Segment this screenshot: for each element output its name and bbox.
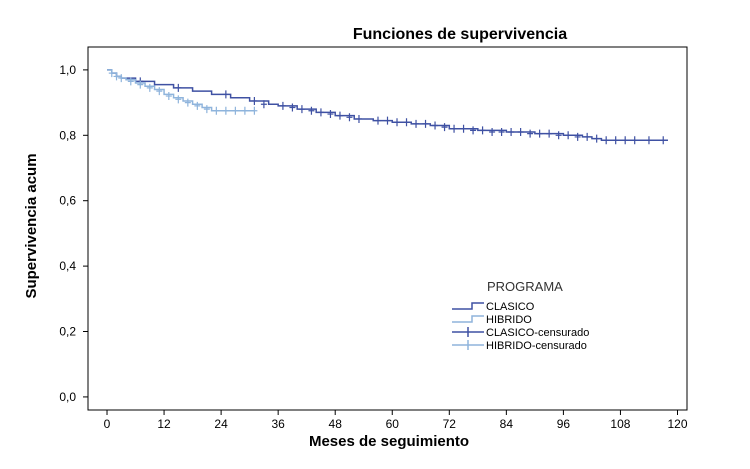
x-tick-label: 72 bbox=[443, 417, 457, 431]
censor-mark-clasico bbox=[498, 128, 505, 137]
censor-mark-clasico bbox=[622, 136, 629, 145]
censor-mark-clasico bbox=[536, 129, 543, 138]
x-tick-label: 36 bbox=[271, 417, 285, 431]
x-tick-label: 108 bbox=[610, 417, 630, 431]
censor-mark-clasico bbox=[574, 132, 581, 141]
censor-mark-clasico bbox=[441, 123, 448, 132]
censor-mark-clasico bbox=[175, 83, 182, 92]
censor-mark-hibrido bbox=[146, 83, 153, 92]
censor-mark-hibrido bbox=[137, 80, 144, 89]
censor-mark-clasico bbox=[660, 136, 667, 145]
x-tick-label: 24 bbox=[214, 417, 228, 431]
censor-mark-hibrido bbox=[127, 77, 134, 86]
legend-step-symbol bbox=[452, 302, 484, 310]
censor-mark-hibrido bbox=[156, 87, 163, 96]
y-tick-label: 0,6 bbox=[59, 194, 76, 208]
censor-mark-clasico bbox=[470, 126, 477, 135]
censor-mark-hibrido bbox=[251, 106, 258, 115]
censor-mark-clasico bbox=[260, 100, 267, 109]
y-tick-label: 0,2 bbox=[59, 325, 76, 339]
censor-mark-clasico bbox=[631, 136, 638, 145]
censor-mark-hibrido bbox=[108, 69, 115, 78]
censor-mark-clasico bbox=[298, 105, 305, 114]
censor-mark-clasico bbox=[355, 114, 362, 123]
censor-mark-clasico bbox=[546, 129, 553, 138]
censor-mark-clasico bbox=[289, 103, 296, 112]
y-tick-label: 1,0 bbox=[59, 63, 76, 77]
x-tick-label: 96 bbox=[557, 417, 571, 431]
y-axis-label: Supervivencia acum bbox=[23, 153, 40, 298]
censor-mark-clasico bbox=[336, 111, 343, 120]
censor-mark-clasico bbox=[460, 124, 467, 133]
censor-mark-clasico bbox=[403, 118, 410, 127]
censor-mark-clasico bbox=[346, 113, 353, 122]
censor-mark-clasico bbox=[251, 96, 258, 105]
y-tick-label: 0,4 bbox=[59, 259, 76, 273]
censor-mark-clasico bbox=[422, 119, 429, 128]
censor-mark-hibrido bbox=[203, 105, 210, 114]
censor-mark-clasico bbox=[308, 106, 315, 115]
survival-curve-clasico bbox=[107, 69, 668, 141]
x-tick-label: 0 bbox=[104, 417, 111, 431]
x-axis-label: Meses de seguimiento bbox=[309, 433, 469, 450]
legend-step-symbol bbox=[452, 315, 484, 323]
censor-mark-hibrido bbox=[241, 106, 248, 115]
censor-mark-clasico bbox=[432, 121, 439, 130]
y-tick-label: 0,8 bbox=[59, 128, 76, 142]
censor-mark-clasico bbox=[555, 131, 562, 140]
censor-mark-clasico bbox=[612, 136, 619, 145]
censor-mark-clasico bbox=[489, 128, 496, 137]
censor-mark-clasico bbox=[374, 116, 381, 125]
plot-frame bbox=[87, 46, 688, 411]
censor-mark-clasico bbox=[317, 108, 324, 117]
censor-mark-clasico bbox=[527, 129, 534, 138]
legend-entry-label: CLASICO-censurado bbox=[486, 327, 589, 339]
y-tick-label: 0,0 bbox=[59, 390, 76, 404]
censor-mark-hibrido bbox=[184, 98, 191, 107]
x-tick-label: 12 bbox=[157, 417, 171, 431]
censor-mark-clasico bbox=[603, 136, 610, 145]
legend-entry-label: HIBRIDO-censurado bbox=[486, 340, 587, 352]
censor-mark-clasico bbox=[479, 126, 486, 135]
x-tick-label: 48 bbox=[329, 417, 343, 431]
x-axis: 0 12 24 36 48 60 72 84 96 108 120 bbox=[104, 410, 688, 431]
series-layer bbox=[107, 69, 668, 145]
legend-entry-label: CLASICO bbox=[486, 301, 535, 313]
censor-mark-hibrido bbox=[213, 106, 220, 115]
censor-mark-clasico bbox=[279, 101, 286, 110]
censor-mark-clasico bbox=[508, 128, 515, 137]
censor-mark-clasico bbox=[565, 131, 572, 140]
chart-title: Funciones de supervivencia bbox=[353, 26, 567, 43]
censor-mark-clasico bbox=[384, 116, 391, 125]
censor-mark-clasico bbox=[517, 128, 524, 137]
censor-mark-hibrido bbox=[194, 101, 201, 110]
censor-mark-hibrido bbox=[222, 106, 229, 115]
legend-entry-label: HIBRIDO bbox=[486, 314, 532, 326]
censor-mark-clasico bbox=[413, 119, 420, 128]
censor-mark-hibrido bbox=[113, 72, 120, 81]
x-tick-label: 120 bbox=[667, 417, 687, 431]
censor-mark-hibrido bbox=[165, 92, 172, 101]
censor-mark-clasico bbox=[593, 134, 600, 143]
legend: PROGRAMA CLASICOHIBRIDOCLASICO-censurado… bbox=[452, 279, 589, 352]
censor-mark-clasico bbox=[394, 118, 401, 127]
y-axis: 0,0 0,2 0,4 0,6 0,8 1,0 bbox=[59, 63, 88, 404]
censor-mark-hibrido bbox=[232, 106, 239, 115]
x-tick-label: 60 bbox=[386, 417, 400, 431]
x-tick-label: 84 bbox=[500, 417, 514, 431]
censor-mark-clasico bbox=[327, 110, 334, 119]
legend-title: PROGRAMA bbox=[487, 279, 563, 294]
censor-mark-hibrido bbox=[118, 74, 125, 83]
censor-mark-clasico bbox=[584, 132, 591, 141]
censor-mark-clasico bbox=[645, 136, 652, 145]
censor-mark-clasico bbox=[222, 90, 229, 99]
censor-mark-hibrido bbox=[175, 95, 182, 104]
censor-mark-clasico bbox=[451, 124, 458, 133]
